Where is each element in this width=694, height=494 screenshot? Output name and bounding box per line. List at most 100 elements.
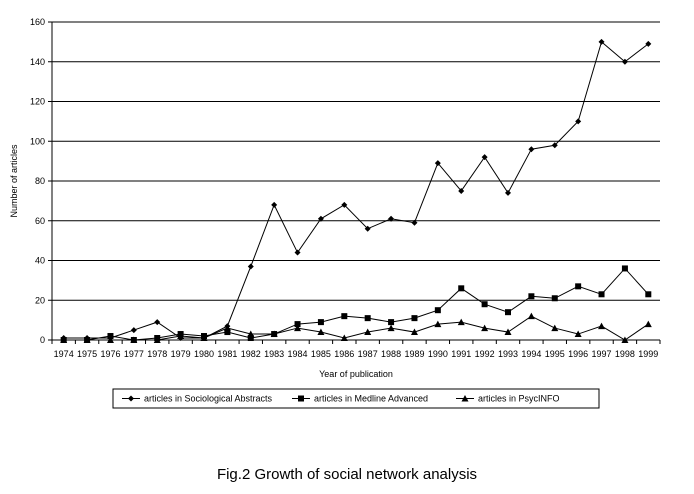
series-line — [63, 40, 649, 339]
y-tick-label: 100 — [30, 136, 45, 146]
data-point — [247, 335, 254, 342]
x-tick-label: 1988 — [381, 349, 401, 359]
legend: articles in Sociological Abstracts articl… — [112, 388, 600, 409]
x-axis-title: Year of publication — [319, 369, 393, 379]
data-point — [551, 324, 559, 332]
y-tick-label: 0 — [40, 335, 45, 345]
data-point — [247, 330, 255, 338]
y-tick-label: 60 — [35, 216, 45, 226]
x-tick-label: 1990 — [428, 349, 448, 359]
legend-marker — [461, 395, 469, 402]
data-point — [481, 154, 488, 161]
data-point — [598, 291, 605, 298]
data-point — [528, 293, 535, 300]
data-point — [411, 219, 418, 226]
data-point — [271, 201, 278, 208]
data-point — [575, 118, 582, 125]
x-tick-label: 1994 — [521, 349, 541, 359]
data-point — [364, 315, 371, 322]
data-point — [106, 336, 114, 343]
x-tick-label: 1995 — [545, 349, 565, 359]
legend-label: articles in PsycINFO — [478, 394, 560, 404]
series — [60, 38, 652, 343]
data-point — [574, 330, 582, 338]
legend-item-3: articles in PsycINFO — [456, 394, 560, 404]
x-tick-label: 1992 — [475, 349, 495, 359]
data-point — [551, 142, 558, 149]
data-point — [294, 321, 301, 328]
y-tick-label: 40 — [35, 256, 45, 266]
data-point — [83, 336, 91, 343]
x-tick-label: 1978 — [147, 349, 167, 359]
data-point — [551, 295, 558, 302]
data-point — [458, 285, 465, 292]
data-point — [457, 318, 465, 326]
data-point — [294, 249, 301, 256]
data-point — [527, 312, 535, 320]
data-point — [411, 315, 418, 322]
legend-item-2: articles in Medline Advanced — [292, 394, 428, 404]
data-point — [504, 328, 512, 336]
data-point — [364, 328, 372, 336]
data-point — [388, 215, 395, 222]
data-point — [60, 336, 68, 343]
series-3 — [60, 312, 652, 343]
x-tick-label: 1982 — [241, 349, 261, 359]
data-point — [340, 334, 348, 342]
data-point — [247, 263, 254, 270]
data-point — [598, 38, 605, 45]
data-point — [434, 160, 441, 167]
series-1 — [60, 38, 652, 342]
data-point — [621, 265, 628, 272]
x-tick-label: 1997 — [592, 349, 612, 359]
x-tick-label: 1999 — [638, 349, 658, 359]
data-point — [224, 329, 231, 336]
data-point — [458, 187, 465, 194]
y-tick-labels: 0 20 40 60 80 100 120 140 160 — [30, 17, 45, 345]
x-tick-label: 1986 — [334, 349, 354, 359]
data-point — [644, 320, 652, 328]
series-2 — [60, 265, 652, 343]
y-tick-label: 20 — [35, 295, 45, 305]
x-tick-label: 1989 — [404, 349, 424, 359]
data-point — [154, 319, 161, 326]
data-point — [270, 330, 278, 338]
data-point — [645, 40, 652, 47]
data-point — [317, 328, 325, 336]
legend-marker — [128, 395, 134, 402]
data-point — [434, 307, 441, 314]
data-point — [341, 313, 348, 320]
y-tick-label: 140 — [30, 57, 45, 67]
x-tick-label: 1993 — [498, 349, 518, 359]
series-line — [63, 315, 649, 341]
x-tick-label: 1987 — [358, 349, 378, 359]
x-tick-label: 1998 — [615, 349, 635, 359]
data-point — [107, 333, 114, 340]
data-point — [153, 336, 161, 343]
y-tick-label: 80 — [35, 176, 45, 186]
x-tick-label: 1985 — [311, 349, 331, 359]
data-point — [294, 324, 302, 332]
data-point — [364, 225, 371, 232]
data-point — [130, 327, 137, 334]
data-point — [528, 146, 535, 153]
data-point — [505, 189, 511, 196]
x-tick-label: 1976 — [100, 349, 120, 359]
data-point — [645, 291, 652, 298]
data-point — [177, 332, 185, 340]
x-tick-label: 1977 — [124, 349, 144, 359]
x-tick-label: 1981 — [217, 349, 237, 359]
x-tick-label: 1975 — [77, 349, 97, 359]
data-point — [387, 324, 395, 332]
y-tick-label: 120 — [30, 97, 45, 107]
data-point — [575, 283, 582, 290]
legend-marker — [298, 395, 304, 402]
gridlines — [52, 21, 660, 301]
figure-caption: Fig.2 Growth of social network analysis — [216, 466, 478, 483]
data-point — [388, 319, 395, 326]
data-point — [130, 336, 138, 343]
data-point — [317, 215, 324, 222]
legend-label: articles in Medline Advanced — [314, 394, 428, 404]
data-point — [505, 309, 511, 316]
